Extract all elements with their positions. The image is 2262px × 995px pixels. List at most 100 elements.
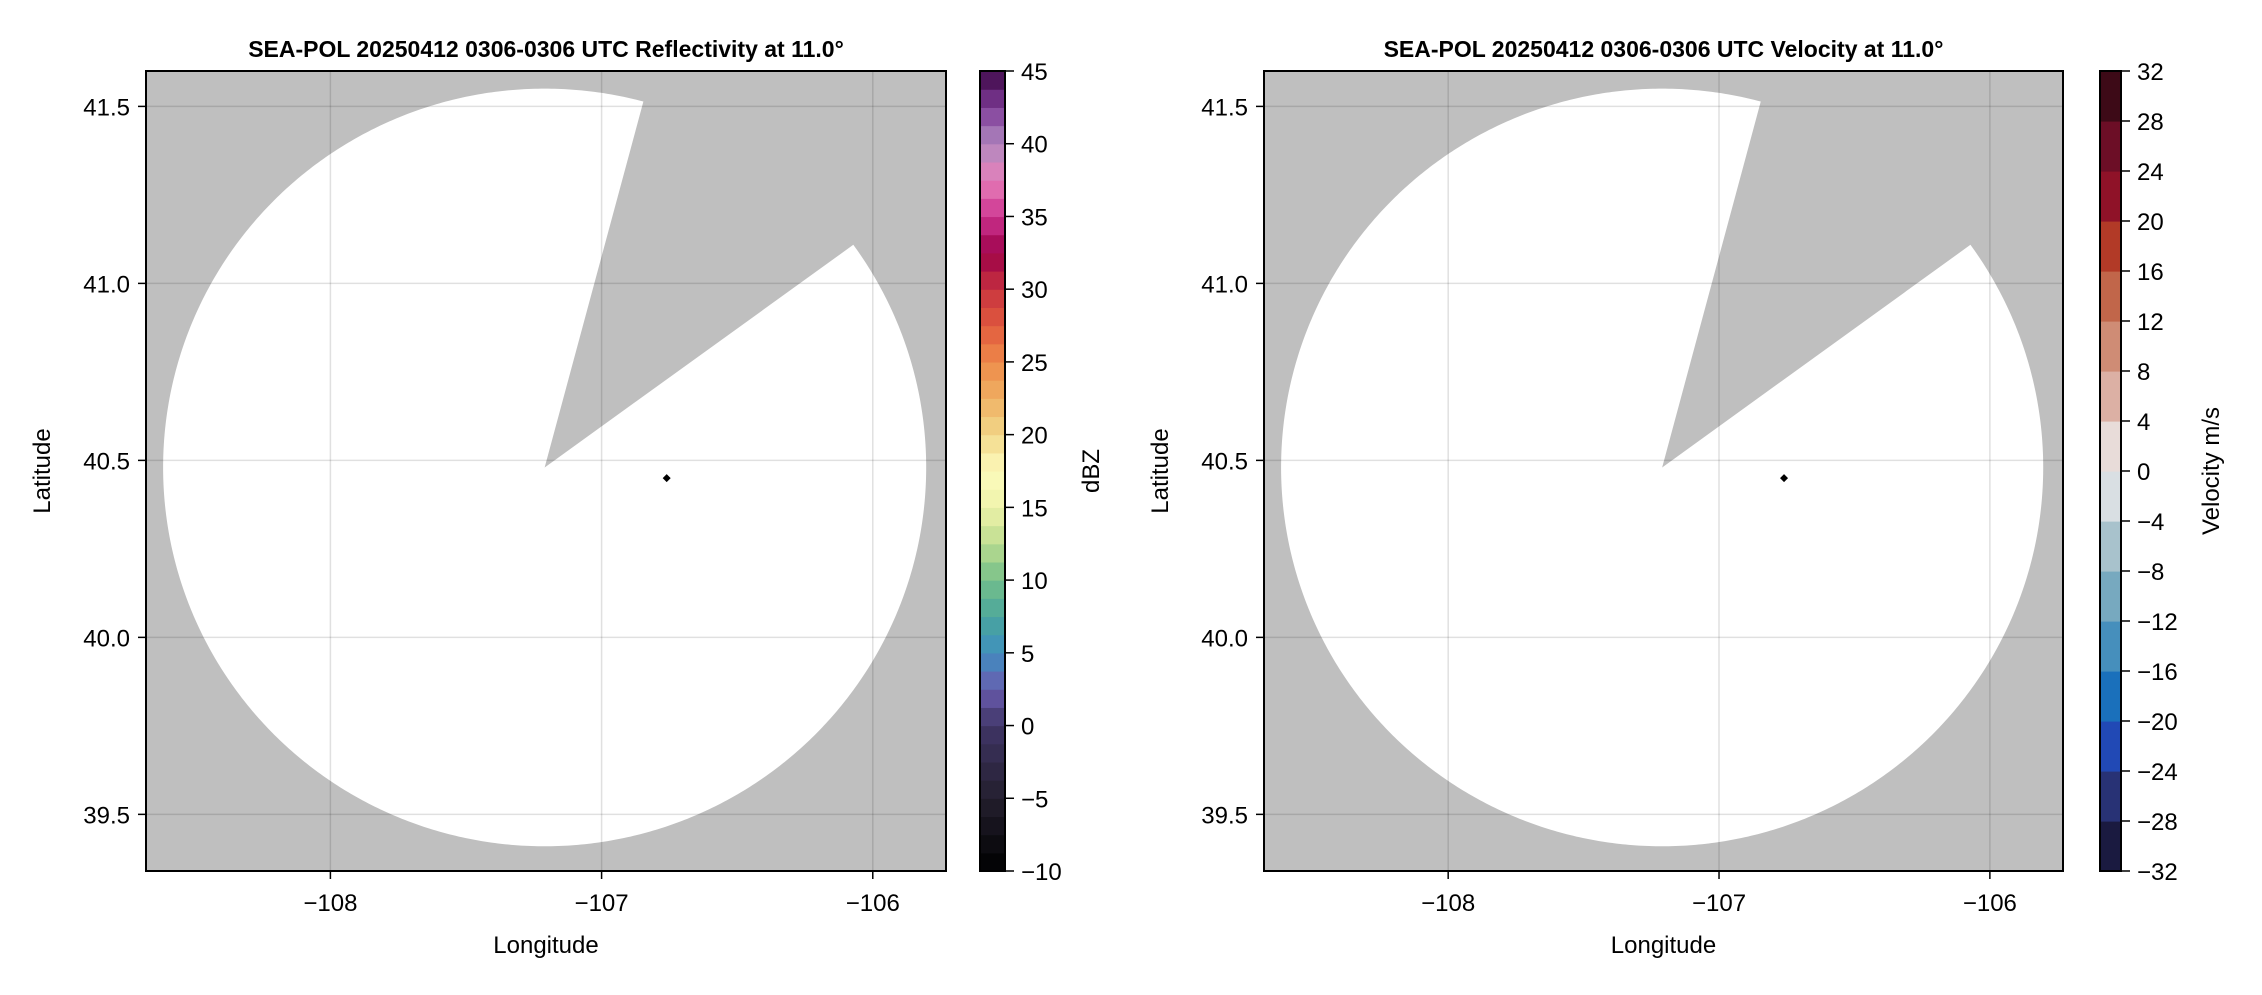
colorbar-tick-label: 20 [1021, 423, 1048, 450]
colorbar-bin [980, 816, 1005, 836]
colorbar-bin [980, 398, 1005, 418]
y-axis-label: Latitude [1147, 428, 1174, 513]
colorbar-bin [980, 507, 1005, 527]
x-tick-label: −108 [1421, 890, 1475, 917]
colorbar-bin [980, 561, 1005, 581]
colorbar-bin [980, 725, 1005, 745]
colorbar-tick-label: 0 [2137, 459, 2150, 486]
colorbar-bin [980, 434, 1005, 454]
colorbar-bin [980, 107, 1005, 127]
colorbar-bin [980, 761, 1005, 781]
colorbar-tick-label: 12 [2137, 309, 2164, 336]
colorbar-bin [2100, 621, 2121, 672]
colorbar-bin [980, 343, 1005, 363]
colorbar-bin [980, 252, 1005, 272]
y-tick-label: 39.5 [1201, 802, 1248, 829]
colorbar-tick-label: −24 [2137, 759, 2178, 786]
colorbar-bin [980, 780, 1005, 799]
colorbar-bin [2100, 471, 2121, 522]
colorbar-tick-label: −16 [2137, 659, 2178, 686]
colorbar-bin [2100, 371, 2121, 422]
colorbar-bin [980, 489, 1005, 508]
colorbar-tick-label: 45 [1021, 59, 1048, 86]
colorbar-bin [980, 598, 1005, 618]
reflectivity-panel: −108 −107 −106 39.5 40.0 40.5 41.0 41.5 SEA-POL … [29, 36, 1105, 959]
colorbar-bin [980, 616, 1005, 636]
colorbar-bin [2100, 771, 2121, 822]
colorbar-tick-label: 20 [2137, 209, 2164, 236]
radar-site-marker [1780, 474, 1789, 483]
colorbar-bin [2100, 571, 2121, 622]
colorbar-bin [980, 834, 1005, 854]
colorbar-bin [980, 743, 1005, 763]
colorbar-bin [980, 416, 1005, 436]
chart-title: SEA-POL 20250412 0306-0306 UTC Reflectiv… [248, 36, 844, 62]
colorbar: −10 −5 0 5 10 15 20 25 30 35 40 45 dBZ [979, 59, 1105, 886]
colorbar-bin [2100, 721, 2121, 772]
colorbar-tick-label: −8 [2137, 559, 2164, 586]
colorbar-bin [980, 307, 1005, 327]
y-tick-label: 40.5 [1201, 448, 1248, 475]
colorbar-bin [980, 452, 1005, 472]
colorbar-bin [980, 652, 1005, 672]
colorbar-bin [2100, 421, 2121, 472]
colorbar-bin [980, 580, 1005, 599]
colorbar-tick-label: 24 [2137, 159, 2164, 186]
colorbar-tick-label: −20 [2137, 709, 2178, 736]
colorbar-bin [980, 634, 1005, 654]
colorbar-bin [2100, 171, 2121, 222]
x-axis-label: Longitude [493, 932, 598, 959]
colorbar-bin [980, 161, 1005, 181]
colorbar-bin [980, 71, 1005, 90]
colorbar-tick-label: 10 [1021, 568, 1048, 595]
plot-frame [145, 70, 947, 872]
x-tick-label: −106 [1963, 890, 2017, 917]
colorbar-bin [2100, 121, 2121, 172]
colorbar-tick-label: 25 [1021, 350, 1048, 377]
colorbar-tick-label: −10 [1021, 859, 1062, 886]
colorbar-tick-label: −28 [2137, 809, 2178, 836]
x-axis-label: Longitude [1611, 932, 1716, 959]
colorbar-bin [980, 198, 1005, 218]
colorbar-tick-label: 30 [1021, 277, 1048, 304]
colorbar-bin [980, 89, 1005, 108]
colorbar-bin [980, 234, 1005, 254]
colorbar-tick-label: 0 [1021, 714, 1034, 741]
colorbar-bin [2100, 221, 2121, 272]
y-tick-label: 40.0 [1201, 625, 1248, 652]
colorbar-bin [980, 289, 1005, 308]
y-tick-label: 41.0 [83, 271, 130, 298]
y-axis-label: Latitude [29, 428, 56, 513]
colorbar-tick-label: 28 [2137, 109, 2164, 136]
colorbar-frame [979, 70, 1006, 872]
x-tick-label: −106 [846, 890, 900, 917]
x-tick-label: −107 [1692, 890, 1746, 917]
colorbar-tick-label: −32 [2137, 859, 2178, 886]
colorbar-tick-label: 40 [1021, 132, 1048, 159]
colorbar-tick-label: 5 [1021, 641, 1034, 668]
colorbar: −32 −28 −24 −20 −16 −12 −8 −4 0 4 8 12 16 20 24 28 32 Vel… [2099, 59, 2225, 886]
colorbar-tick-label: 32 [2137, 59, 2164, 86]
colorbar-tick-label: 35 [1021, 204, 1048, 231]
y-tick-label: 40.0 [83, 625, 130, 652]
colorbar-bin [980, 689, 1005, 708]
colorbar-bin [980, 852, 1005, 872]
colorbar-bin [980, 271, 1005, 290]
y-tick-label: 39.5 [83, 802, 130, 829]
colorbar-tick-label: −4 [2137, 509, 2164, 536]
colorbar-bin [980, 798, 1005, 818]
colorbar-bin [980, 216, 1005, 236]
x-tick-label: −107 [575, 890, 629, 917]
y-tick-label: 41.5 [1201, 94, 1248, 121]
colorbar-bin [980, 125, 1005, 145]
colorbar-tick-label: 4 [2137, 409, 2150, 436]
colorbar-bin [980, 143, 1005, 163]
colorbar-tick-label: 16 [2137, 259, 2164, 286]
colorbar-tick-label: −12 [2137, 609, 2178, 636]
colorbar-bin [980, 325, 1005, 345]
y-tick-label: 41.0 [1201, 271, 1248, 298]
colorbar-bin [980, 361, 1005, 381]
colorbar-bin [980, 180, 1005, 199]
radar-scan-area [163, 88, 927, 847]
colorbar-bin [980, 543, 1005, 563]
